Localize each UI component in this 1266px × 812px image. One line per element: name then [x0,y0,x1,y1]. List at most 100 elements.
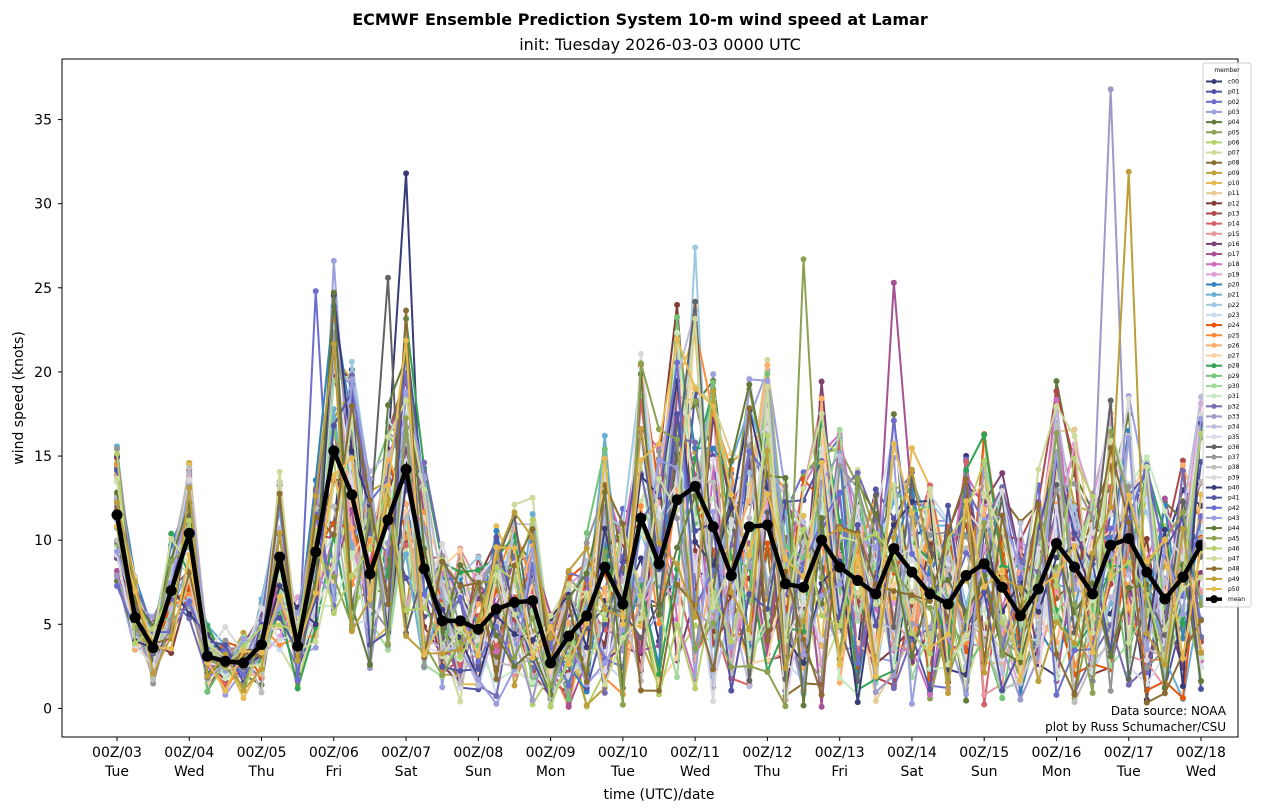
member-point [439,672,446,679]
member-point [312,493,319,500]
x-tick-label-time: 00Z/06 [309,745,359,761]
legend-item-p15: p15 [1206,231,1240,238]
mean-point [1105,539,1117,551]
member-point [276,529,283,536]
legend-item-p30: p30 [1206,383,1240,390]
member-point [547,623,554,630]
legend-item-p24: p24 [1206,322,1240,329]
member-point [601,606,608,613]
member-point [1179,635,1186,642]
member-point [366,595,373,602]
member-point [1089,649,1096,656]
member-point [493,648,500,655]
member-point [493,693,500,700]
member-point [1179,655,1186,662]
y-axis: 0 5 10 15 20 25 30 35 [34,113,62,717]
legend-label: mean [1228,596,1245,603]
member-point [800,659,807,666]
mean-point [563,630,575,642]
member-point [1035,603,1042,610]
member-point [1053,651,1060,658]
member-point [746,405,753,412]
member-point [168,605,175,612]
member-point [981,583,988,590]
mean-point [1177,571,1189,583]
legend-label: p46 [1228,545,1240,552]
member-point [366,475,373,482]
x-tick-label-time: 00Z/04 [164,745,214,761]
legend-label: p01 [1228,89,1240,96]
member-point [692,439,699,446]
member-point [511,611,518,618]
member-point [1053,481,1060,488]
legend-item-p37: p37 [1206,454,1240,461]
member-point [330,573,337,580]
legend-item-p05: p05 [1206,129,1240,136]
member-point [890,588,897,595]
member-point [981,519,988,526]
member-point [565,594,572,601]
member-point [764,669,771,676]
legend-label: p20 [1228,282,1240,289]
member-point [240,695,247,702]
legend-label: p49 [1228,576,1240,583]
member-point [728,589,735,596]
member-point [475,574,482,581]
member-point [583,545,590,552]
member-point [836,426,843,433]
member-point [348,358,355,365]
legend-marker [1211,251,1217,257]
member-point [493,700,500,707]
member-point [1161,526,1168,533]
mean-point [978,558,990,570]
member-point [1143,630,1150,637]
member-point [854,474,861,481]
member-point [529,637,536,644]
member-point [312,288,319,295]
member-point [1125,491,1132,498]
mean-point [617,598,629,610]
member-point [818,459,825,466]
member-point [565,581,572,588]
legend-item-p29: p29 [1206,373,1240,380]
member-point [728,504,735,511]
legend-marker [1211,322,1217,328]
legend-item-p33: p33 [1206,413,1240,420]
member-point [746,381,753,388]
member-point [818,410,825,417]
mean-point [237,657,249,669]
legend-marker [1211,576,1217,582]
member-point [1198,649,1204,656]
member-point [583,529,590,536]
legend-marker [1211,505,1217,511]
legend-label: p09 [1228,170,1240,177]
legend-item-p25: p25 [1206,332,1240,339]
member-point [1198,617,1204,624]
legend-marker [1211,444,1217,450]
y-tick-label: 0 [43,701,52,717]
member-point [258,605,265,612]
legend-label: p23 [1228,312,1240,319]
legend-label: p21 [1228,292,1240,299]
legend-label: p30 [1228,383,1240,390]
member-point [728,643,735,650]
legend-item-p09: p09 [1206,170,1240,177]
member-point [619,701,626,708]
member-point [240,636,247,643]
member-point [637,360,644,367]
member-point [547,612,554,619]
chart-title: ECMWF Ensemble Prediction System 10-m wi… [352,10,928,29]
member-point [818,574,825,581]
legend-item-p47: p47 [1206,556,1240,563]
member-point [710,698,717,705]
member-point [746,552,753,559]
legend-marker [1211,221,1217,227]
member-point [710,603,717,610]
member-point [800,651,807,658]
member-point [565,682,572,689]
member-point [764,509,771,516]
member-point [457,680,464,687]
mean-point [599,561,611,573]
member-point [475,676,482,683]
legend-label: p27 [1228,353,1240,360]
